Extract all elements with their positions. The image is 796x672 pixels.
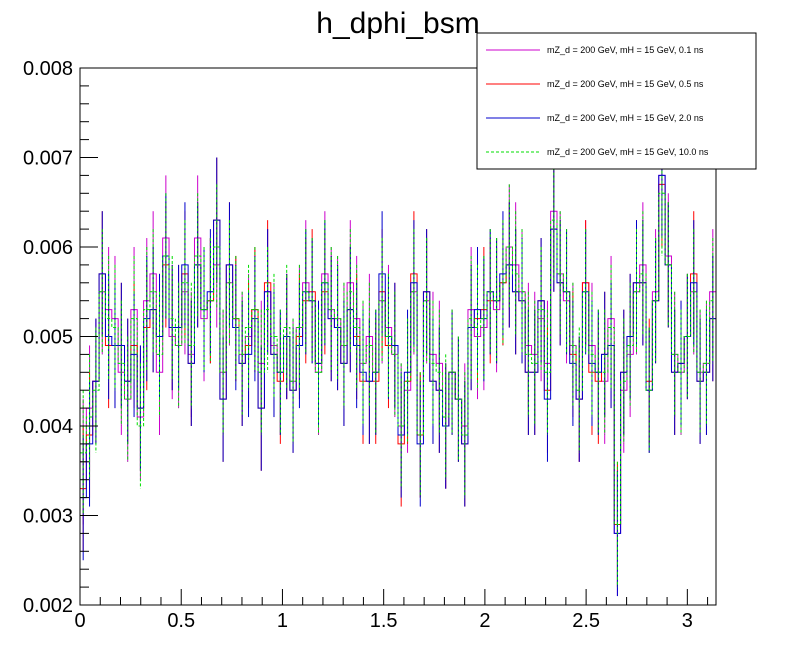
legend-label-3: mZ_d = 200 GeV, mH = 15 GeV, 10.0 ns	[547, 147, 709, 157]
legend-label-2: mZ_d = 200 GeV, mH = 15 GeV, 2.0 ns	[547, 113, 704, 123]
y-tick-labels: 0.002 0.003 0.004 0.005 0.006 0.007 0.008	[23, 58, 73, 617]
legend: mZ_d = 200 GeV, mH = 15 GeV, 0.1 ns mZ_d …	[476, 32, 757, 170]
x-tick-label: 3	[682, 610, 693, 632]
series-step-line-3	[80, 192, 716, 525]
x-tick-label: 0	[74, 610, 85, 632]
y-tick-label: 0.005	[23, 327, 73, 349]
legend-label-0: mZ_d = 200 GeV, mH = 15 GeV, 0.1 ns	[547, 45, 704, 55]
x-tick-labels: 0 0.5 1 1.5 2 2.5 3	[74, 610, 692, 632]
x-tick-label: 2	[479, 610, 490, 632]
x-tick-label: 2.5	[572, 610, 600, 632]
series-3	[80, 130, 716, 588]
y-tick-label: 0.008	[23, 58, 73, 80]
axis-ticks	[79, 67, 709, 606]
x-tick-label: 0.5	[167, 610, 195, 632]
y-tick-label: 0.006	[23, 237, 73, 259]
x-tick-label: 1	[277, 610, 288, 632]
y-tick-label: 0.002	[23, 595, 73, 617]
chart-title: h_dphi_bsm	[316, 7, 479, 40]
y-tick-label: 0.007	[23, 148, 73, 170]
y-tick-label: 0.004	[23, 416, 73, 438]
series-layer	[80, 112, 716, 597]
legend-box	[476, 32, 757, 170]
x-tick-label: 1.5	[370, 610, 398, 632]
legend-label-1: mZ_d = 200 GeV, mH = 15 GeV, 0.5 ns	[547, 79, 704, 89]
y-tick-label: 0.003	[23, 506, 73, 528]
